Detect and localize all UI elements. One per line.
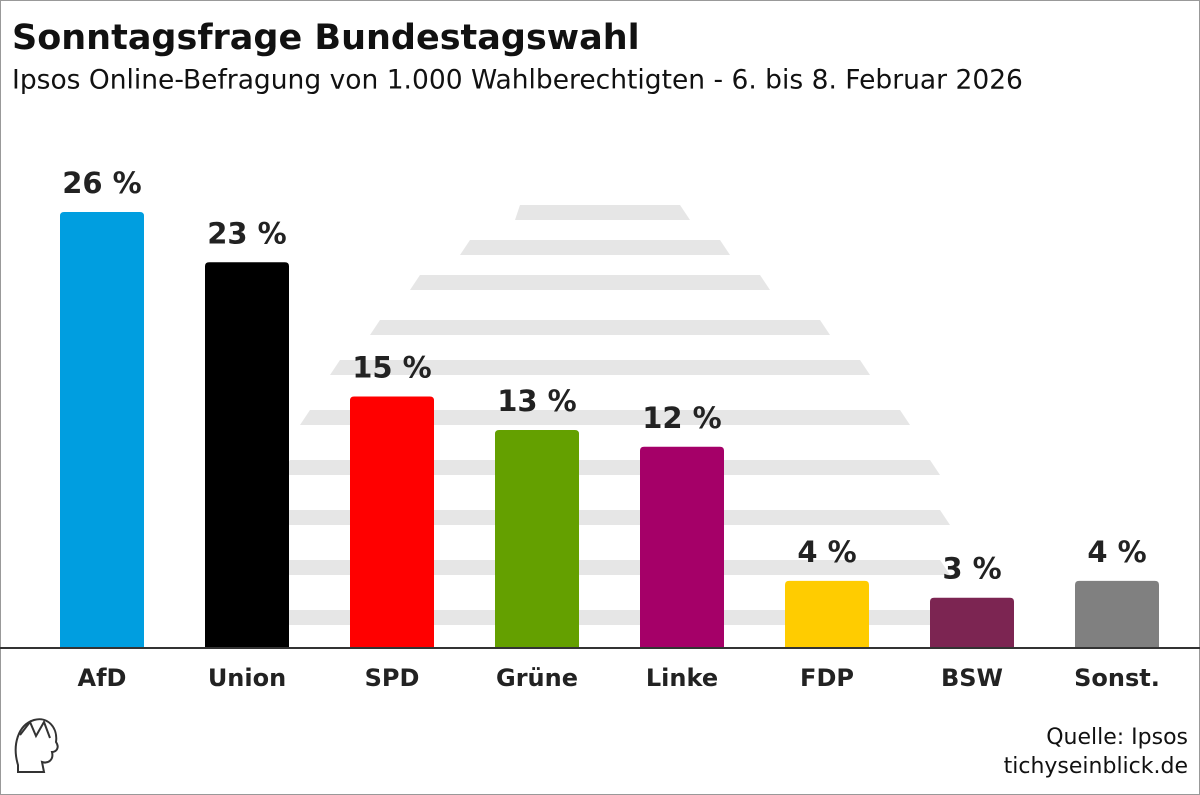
bar bbox=[1075, 580, 1159, 648]
x-tick-label: Sonst. bbox=[1074, 664, 1160, 692]
bar bbox=[785, 580, 869, 648]
x-tick-label: FDP bbox=[800, 664, 854, 692]
x-tick-label: SPD bbox=[365, 664, 420, 692]
logo bbox=[14, 718, 59, 773]
value-label: 3 % bbox=[942, 552, 1001, 586]
value-label: 13 % bbox=[497, 384, 577, 418]
x-tick-label: Linke bbox=[646, 664, 718, 692]
source: Quelle: Ipsos bbox=[1046, 725, 1188, 750]
value-label: 15 % bbox=[352, 350, 432, 384]
x-tick-label: Union bbox=[208, 664, 286, 692]
bar bbox=[350, 396, 434, 648]
value-label: 4 % bbox=[1087, 535, 1146, 569]
x-tick-label: Grüne bbox=[496, 664, 578, 692]
bar bbox=[60, 211, 144, 649]
chart-subtitle: Ipsos Online-Befragung von 1.000 Wahlber… bbox=[12, 65, 1023, 96]
value-label: 26 % bbox=[62, 166, 142, 200]
bar bbox=[930, 597, 1014, 648]
bar bbox=[205, 262, 289, 648]
value-label: 12 % bbox=[642, 401, 722, 435]
chart-title: Sonntagsfrage Bundestagswahl bbox=[12, 18, 640, 58]
value-label: 23 % bbox=[207, 216, 287, 250]
bar bbox=[495, 429, 579, 648]
x-tick-label: AfD bbox=[78, 664, 127, 692]
bar bbox=[640, 446, 724, 648]
x-tick-label: BSW bbox=[941, 664, 1003, 692]
publisher: tichyseinblick.de bbox=[1004, 754, 1188, 779]
value-label: 4 % bbox=[797, 535, 856, 569]
watermark bbox=[270, 205, 950, 625]
